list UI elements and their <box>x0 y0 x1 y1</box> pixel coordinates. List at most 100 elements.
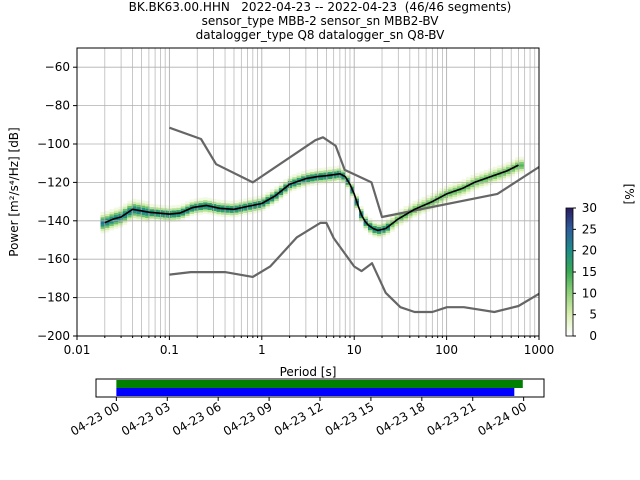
colorbar-step <box>566 225 573 228</box>
x-tick-label: 10 <box>347 343 362 357</box>
colorbar-step <box>566 278 573 282</box>
density-cell <box>519 170 524 174</box>
density-cell <box>381 225 386 229</box>
density-cell <box>140 214 146 218</box>
density-cell <box>341 169 346 173</box>
density-cell <box>399 222 404 226</box>
density-cell <box>207 200 212 204</box>
density-cell <box>381 220 386 224</box>
colorbar-label: [%] <box>622 184 636 205</box>
colorbar-step <box>566 259 573 262</box>
density-cell <box>234 214 239 218</box>
density-cell <box>443 197 449 201</box>
density-cell <box>381 232 386 236</box>
density-cell <box>145 208 150 212</box>
density-cell <box>189 199 195 203</box>
density-cell <box>229 203 235 207</box>
density-cell <box>318 167 324 171</box>
density-cell <box>113 212 119 216</box>
density-cell <box>105 217 110 221</box>
density-cell <box>185 206 190 210</box>
density-cell <box>140 200 146 204</box>
density-cell <box>345 181 351 185</box>
density-cell <box>452 196 458 200</box>
density-cell <box>225 209 230 213</box>
density-cell <box>403 219 409 223</box>
density-cell <box>265 191 270 195</box>
colorbar-step <box>566 208 573 211</box>
density-cell <box>198 202 204 206</box>
density-cell <box>506 175 511 179</box>
density-cell <box>318 181 324 185</box>
density-cell <box>345 186 351 190</box>
density-cell <box>301 182 306 186</box>
density-cell <box>425 208 431 212</box>
density-cell <box>403 206 409 210</box>
density-cell <box>483 174 489 178</box>
density-cell <box>278 194 284 198</box>
density-cell <box>336 170 342 174</box>
density-cell <box>417 212 422 216</box>
density-cell <box>372 234 377 238</box>
density-cell <box>100 221 105 225</box>
density-cell <box>354 207 360 211</box>
density-cell <box>171 209 177 213</box>
density-cell <box>109 213 114 217</box>
density-cell <box>336 179 342 183</box>
density-cell <box>376 233 382 237</box>
density-cell <box>501 163 507 167</box>
density-cell <box>180 212 186 216</box>
density-cell <box>470 174 475 178</box>
density-cell <box>367 227 373 231</box>
density-cell <box>359 219 364 223</box>
density-cell <box>425 194 431 198</box>
density-cell <box>207 207 212 211</box>
density-cell <box>225 211 230 215</box>
density-cell <box>399 217 404 221</box>
density-cell <box>376 230 382 234</box>
density-cell <box>122 205 128 209</box>
density-cell <box>274 200 279 204</box>
density-cell <box>483 181 489 185</box>
density-cell <box>390 226 395 230</box>
density-cell <box>234 200 239 204</box>
density-cell <box>145 205 150 209</box>
density-cell <box>283 183 288 187</box>
density-cell <box>439 199 444 203</box>
colorbar-step <box>566 331 573 335</box>
density-cell <box>434 192 440 196</box>
density-cell <box>385 220 391 224</box>
density-cell <box>363 215 368 219</box>
density-cell <box>367 217 373 221</box>
density-cell <box>363 225 368 229</box>
coverage-tick-label: 04-24 00 <box>475 399 529 438</box>
density-cell <box>261 208 266 212</box>
density-cell <box>211 212 217 216</box>
density-cell <box>323 178 328 182</box>
density-cell <box>466 188 471 192</box>
density-cell <box>118 206 123 210</box>
density-cell <box>292 176 297 180</box>
colorbar-step <box>566 299 573 303</box>
density-cell <box>399 208 404 212</box>
density-cell <box>310 178 315 182</box>
density-cell <box>122 203 128 207</box>
density-cell <box>194 207 199 211</box>
density-cell <box>216 201 221 205</box>
density-cell <box>506 166 511 170</box>
density-cell <box>229 200 235 204</box>
density-cell <box>318 170 324 174</box>
density-cell <box>247 199 253 203</box>
density-cell <box>425 199 431 203</box>
density-cell <box>372 223 377 227</box>
density-cell <box>519 163 524 167</box>
density-cell <box>274 191 279 195</box>
density-cell <box>457 192 462 196</box>
density-cell <box>216 208 221 212</box>
density-cell <box>234 211 239 215</box>
density-cell <box>198 197 204 201</box>
density-cell <box>372 232 377 236</box>
density-cell <box>243 209 248 213</box>
density-cell <box>109 209 114 213</box>
coverage-tick-label: 04-23 12 <box>272 399 326 438</box>
